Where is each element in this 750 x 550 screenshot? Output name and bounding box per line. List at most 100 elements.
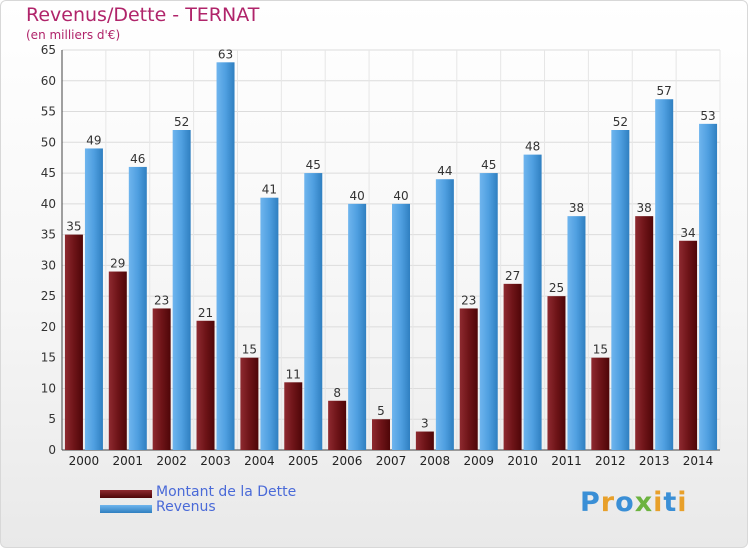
x-tick-label: 2009: [463, 454, 494, 468]
data-label-debt: 23: [154, 293, 169, 307]
data-label-revenue: 45: [481, 158, 496, 172]
data-label-revenue: 52: [174, 115, 189, 129]
bar-debt: [415, 431, 434, 450]
y-tick-label: 15: [41, 351, 56, 365]
data-label-debt: 15: [593, 343, 608, 357]
legend-label-revenue: Revenus: [156, 499, 216, 515]
x-tick-label: 2004: [244, 454, 275, 468]
y-tick-label: 45: [41, 166, 56, 180]
y-tick-label: 40: [41, 197, 56, 211]
y-tick-label: 5: [48, 412, 56, 426]
data-label-revenue: 57: [657, 84, 672, 98]
x-tick-label: 2012: [595, 454, 626, 468]
x-tick-label: 2010: [507, 454, 538, 468]
bar-debt: [240, 357, 259, 450]
data-labels: 35 49 29 46 23 52 21 63 15 41 11 45 8 40 5 40 3 44 23 45 27 4…: [66, 47, 715, 430]
logo-letter: t: [663, 487, 678, 518]
data-label-debt: 29: [110, 257, 125, 271]
logo-letter: P: [580, 487, 601, 518]
x-tick-label: 2013: [639, 454, 670, 468]
legend-label-debt: Montant de la Dette: [156, 484, 297, 500]
y-tick-label: 65: [41, 43, 56, 57]
bar-revenue: [699, 123, 718, 450]
x-tick-label: 2005: [288, 454, 319, 468]
data-label-revenue: 40: [349, 189, 364, 203]
data-label-debt: 23: [461, 293, 476, 307]
x-tick-label: 2002: [156, 454, 187, 468]
logo-letter: x: [634, 487, 654, 518]
x-tick-label: 2008: [420, 454, 451, 468]
y-tick-label: 30: [41, 258, 56, 272]
bar-debt: [503, 283, 522, 450]
bar-debt: [635, 216, 654, 450]
y-tick-label: 55: [41, 105, 56, 119]
bars: [64, 62, 718, 451]
legend-swatch-debt: [100, 490, 152, 498]
bar-revenue: [523, 154, 542, 450]
x-tick-label: 2001: [113, 454, 144, 468]
x-tick-label: 2011: [551, 454, 582, 468]
bar-revenue: [216, 62, 235, 451]
bar-debt: [284, 382, 303, 450]
data-label-revenue: 38: [569, 201, 584, 215]
data-label-revenue: 40: [393, 189, 408, 203]
bar-revenue: [84, 148, 103, 450]
bar-debt: [547, 296, 566, 450]
data-label-debt: 11: [286, 367, 301, 381]
grid-lines: [61, 49, 721, 451]
logo-letter: i: [653, 487, 664, 518]
y-tick-label: 35: [41, 228, 56, 242]
data-label-debt: 38: [637, 201, 652, 215]
y-tick-label: 0: [48, 443, 56, 457]
y-tick-label: 60: [41, 74, 56, 88]
bar-debt: [459, 308, 478, 450]
y-tick-label: 20: [41, 320, 56, 334]
bar-revenue: [435, 179, 454, 450]
bar-revenue: [392, 203, 410, 450]
data-label-revenue: 46: [130, 152, 145, 166]
x-tick-label: 2000: [69, 454, 100, 468]
data-label-debt: 27: [505, 269, 520, 283]
y-tick-label: 25: [41, 289, 56, 303]
legend-swatch-revenue: [100, 505, 152, 513]
data-label-debt: 25: [549, 281, 564, 295]
proxiti-logo: Proxiti: [580, 487, 688, 518]
data-label-revenue: 52: [613, 115, 628, 129]
chart-title: Revenus/Dette - TERNAT: [26, 4, 260, 26]
bar-debt: [679, 240, 698, 450]
logo-letter: i: [677, 487, 688, 518]
bar-revenue: [304, 173, 323, 451]
x-tick-label: 2006: [332, 454, 363, 468]
data-label-revenue: 48: [525, 140, 540, 154]
bar-revenue: [260, 197, 279, 450]
bar-debt: [64, 234, 83, 450]
bar-debt: [152, 308, 171, 450]
data-label-revenue: 45: [306, 158, 321, 172]
bar-debt: [372, 419, 390, 450]
bar-revenue: [128, 166, 147, 450]
bar-revenue: [567, 216, 586, 450]
data-label-debt: 35: [66, 220, 81, 234]
logo-letter: r: [600, 487, 616, 518]
x-tick-label: 2007: [376, 454, 407, 468]
bar-revenue: [172, 130, 191, 450]
data-label-revenue: 53: [700, 109, 715, 123]
x-tick-label: 2003: [200, 454, 231, 468]
bar-debt: [328, 400, 347, 450]
data-label-debt: 15: [242, 343, 257, 357]
data-label-debt: 3: [421, 417, 429, 431]
chart-subtitle: (en milliers d'€): [26, 28, 121, 42]
bar-revenue: [655, 99, 674, 450]
x-tick-label: 2014: [683, 454, 714, 468]
bar-debt: [108, 271, 127, 450]
logo-letter: o: [615, 487, 635, 518]
data-label-debt: 21: [198, 306, 213, 320]
bar-debt: [591, 357, 610, 450]
data-label-revenue: 63: [218, 47, 233, 61]
data-label-revenue: 41: [262, 183, 277, 197]
y-tick-label: 10: [41, 381, 56, 395]
bar-revenue: [479, 173, 498, 451]
bar-revenue: [611, 130, 630, 450]
